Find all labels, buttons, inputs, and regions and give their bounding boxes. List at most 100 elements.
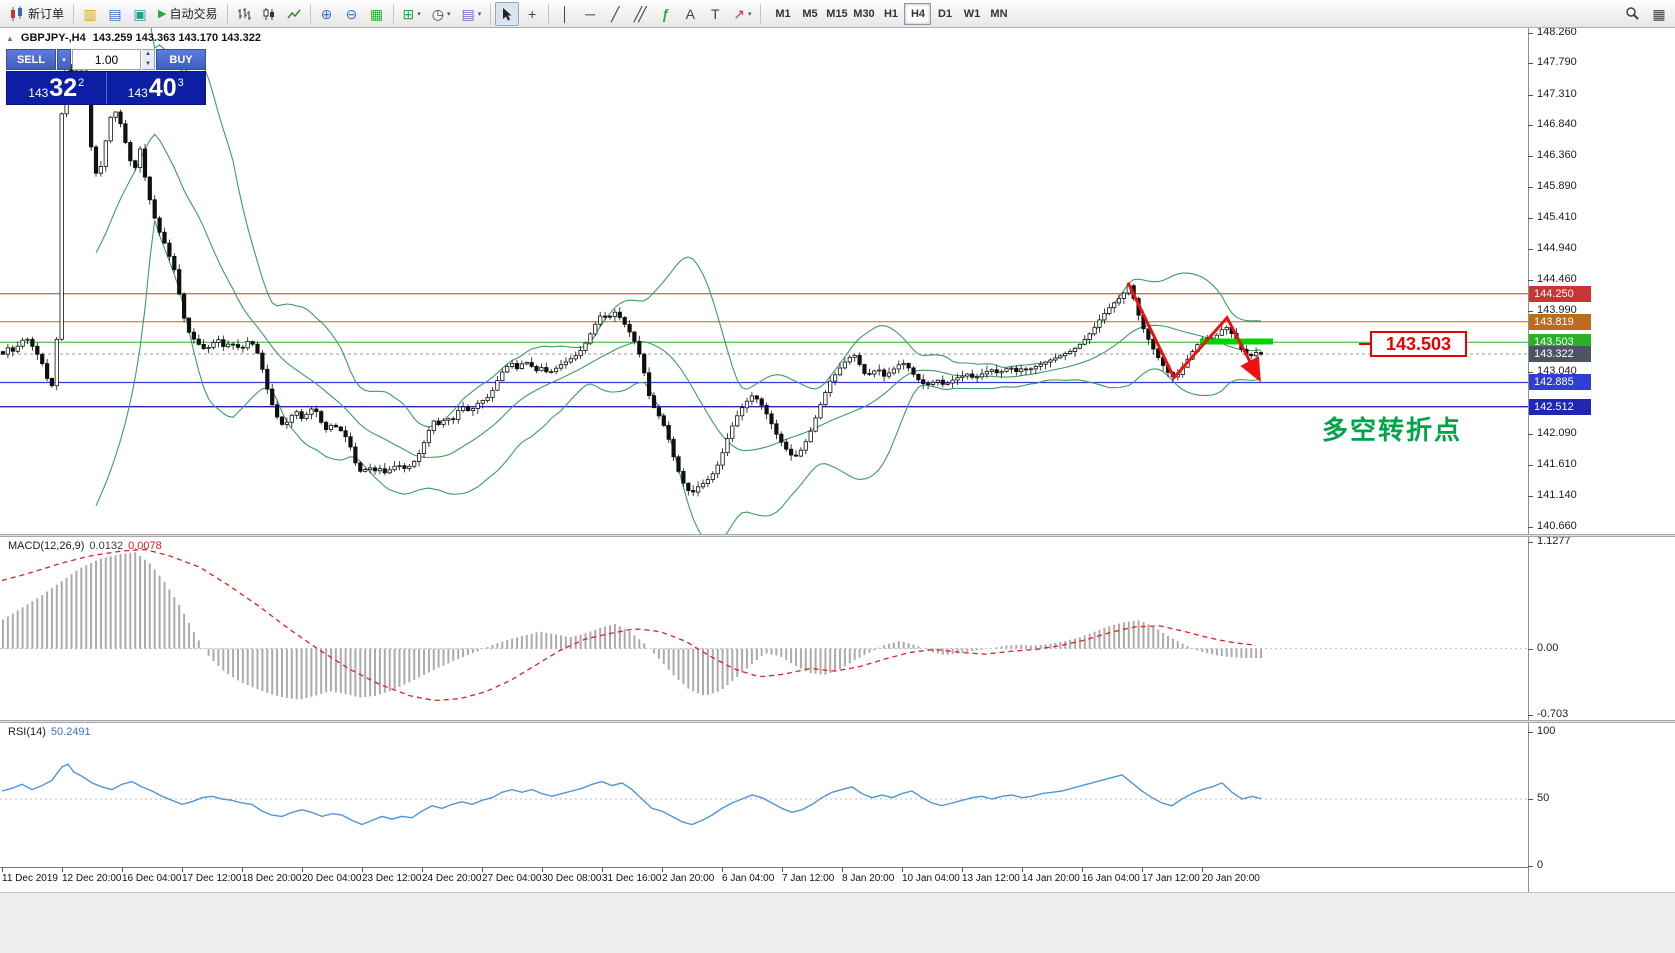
market-watch-icon: ▥ <box>83 5 97 22</box>
time-axis-label: 17 Jan 12:00 <box>1142 868 1200 884</box>
panel-splitter[interactable] <box>0 534 1675 537</box>
toolbar-separator <box>73 3 75 24</box>
buy-button[interactable]: BUY <box>156 49 206 70</box>
price-scale[interactable]: 148.260 147.790 147.310 146.840 146.360 145.8… <box>1527 26 1675 892</box>
templates-button[interactable]: ▤ ▾ <box>456 2 486 26</box>
sell-dropdown[interactable]: ▾ <box>57 49 71 70</box>
trendline-icon: ╱ <box>611 5 620 22</box>
time-axis[interactable]: 11 Dec 2019 12 Dec 20:00 16 Dec 04:00 17 De… <box>0 867 1675 892</box>
macd-panel: MACD(12,26,9) 0.0132 0.0078 <box>0 537 1528 720</box>
collapse-icon[interactable]: ▲ <box>6 33 14 43</box>
zoom-out-button[interactable]: ⊖ <box>340 2 364 26</box>
price-tag[interactable]: 144.250 <box>1529 285 1591 302</box>
rsi-name: RSI(14) <box>8 726 46 738</box>
label-icon: T <box>710 5 720 22</box>
channel-button[interactable]: ╱╱ <box>628 2 652 26</box>
macd-canvas[interactable] <box>0 537 1528 720</box>
price-scale-label: 145.890 <box>1528 180 1577 193</box>
price-tag[interactable]: 143.819 <box>1529 313 1591 330</box>
time-axis-label: 24 Dec 20:00 <box>422 868 482 884</box>
tile-windows-button[interactable]: ▦ <box>365 2 389 26</box>
price-annotation-box[interactable]: 143.503 <box>1359 331 1467 357</box>
spin-down-icon[interactable]: ▼ <box>145 60 151 67</box>
price-scale-label: 143.990 <box>1528 303 1577 316</box>
sell-button[interactable]: SELL <box>6 49 56 70</box>
price-scale-label: 143.040 <box>1528 365 1577 378</box>
timeframe-m5-button[interactable]: M5 <box>796 3 823 25</box>
clock-icon: ◷ <box>431 5 444 22</box>
chevron-down-icon: ▾ <box>417 10 421 18</box>
timeframe-h4-button[interactable]: H4 <box>904 2 932 25</box>
navigator-button[interactable]: ▣ <box>128 2 152 26</box>
time-axis-label: 7 Jan 12:00 <box>782 868 835 884</box>
fibonacci-icon: ƒ <box>661 5 670 22</box>
auto-trading-label: 自动交易 <box>169 7 218 21</box>
time-axis-label: 16 Dec 04:00 <box>122 868 182 884</box>
data-window-button[interactable]: ▤ <box>103 2 127 26</box>
time-axis-label: 18 Dec 20:00 <box>242 868 302 884</box>
panel-splitter[interactable] <box>0 720 1675 723</box>
turning-point-label[interactable]: 多空转折点 <box>1322 415 1463 445</box>
arrows-button[interactable]: ↗ ▾ <box>728 2 756 26</box>
indicators-button[interactable]: ⊞ ▾ <box>398 2 426 26</box>
rsi-label: RSI(14) 50.2491 <box>8 726 91 738</box>
text-button[interactable]: A <box>678 2 702 26</box>
time-axis-label: 20 Dec 04:00 <box>302 868 362 884</box>
channel-icon: ╱╱ <box>633 5 647 22</box>
fibonacci-button[interactable]: ƒ <box>653 2 677 26</box>
time-axis-label: 27 Dec 04:00 <box>482 868 542 884</box>
timeframe-d1-button[interactable]: D1 <box>931 3 958 25</box>
buy-price[interactable]: 143 40 3 <box>107 72 206 104</box>
timeframe-m15-button[interactable]: M15 <box>823 3 850 25</box>
time-axis-label: 12 Dec 20:00 <box>62 868 122 884</box>
vertical-line-button[interactable]: │ <box>553 2 577 26</box>
periods-button[interactable]: ◷ ▾ <box>427 2 456 26</box>
rsi-canvas[interactable] <box>0 723 1528 867</box>
macd-scale-label: 0.00 <box>1527 641 1559 654</box>
trendline-button[interactable]: ╱ <box>603 2 627 26</box>
zoom-in-button[interactable]: ⊕ <box>315 2 339 26</box>
price-scale-label: 141.610 <box>1528 458 1577 471</box>
market-watch-button[interactable]: ▥ <box>78 2 102 26</box>
timeframe-mn-button[interactable]: MN <box>985 3 1012 25</box>
lot-stepper[interactable]: ▲ ▼ <box>142 49 155 70</box>
horizontal-line-icon: ─ <box>585 5 596 22</box>
line-chart-button[interactable] <box>282 2 306 26</box>
toolbar-separator <box>392 3 394 24</box>
time-axis-label: 17 Dec 12:00 <box>182 868 242 884</box>
bar-chart-button[interactable] <box>232 2 256 26</box>
search-button[interactable] <box>1620 2 1645 26</box>
sell-price[interactable]: 143 32 2 <box>7 72 107 104</box>
crosshair-button[interactable]: + <box>520 2 544 26</box>
price-tag[interactable]: 143.322 <box>1529 346 1591 363</box>
main-chart-canvas[interactable] <box>0 28 1528 534</box>
price-tag[interactable]: 142.885 <box>1529 374 1591 391</box>
label-button[interactable]: T <box>703 2 727 26</box>
chevron-down-icon: ▾ <box>747 10 752 18</box>
spin-up-icon[interactable]: ▲ <box>145 51 151 57</box>
price-scale-label: 145.410 <box>1528 211 1577 224</box>
timeframe-h1-button[interactable]: H1 <box>877 3 904 25</box>
price-scale-label: 141.140 <box>1528 488 1577 501</box>
line-chart-icon <box>286 9 301 18</box>
auto-trading-button[interactable]: ▶ 自动交易 <box>153 2 222 26</box>
price-scale-label: 144.460 <box>1528 273 1577 286</box>
new-order-button[interactable]: 新订单 <box>4 2 69 26</box>
timeframe-m30-button[interactable]: M30 <box>850 3 877 25</box>
sell-price-point: 2 <box>78 76 85 89</box>
lot-size-input[interactable] <box>72 49 141 70</box>
toolbar-right-group: ▦ <box>1620 2 1671 26</box>
quote-display[interactable]: 143 32 2 143 40 3 <box>6 71 206 105</box>
cursor-button[interactable] <box>495 1 520 26</box>
horizontal-line-button[interactable]: ─ <box>578 2 602 26</box>
new-window-button[interactable]: ▦ <box>1647 2 1671 26</box>
timeframe-m1-button[interactable]: M1 <box>769 3 796 25</box>
one-click-trading-panel: SELL ▾ ▲▼ BUY 143 32 2 143 40 3 <box>6 49 206 105</box>
template-icon: ▤ <box>461 5 475 22</box>
timeframe-w1-button[interactable]: W1 <box>958 3 985 25</box>
price-tag[interactable]: 142.512 <box>1529 398 1591 415</box>
indicators-icon: ⊞ <box>402 5 415 22</box>
candlestick-chart-button[interactable] <box>257 2 281 26</box>
arrows-icon: ↗ <box>733 5 745 22</box>
